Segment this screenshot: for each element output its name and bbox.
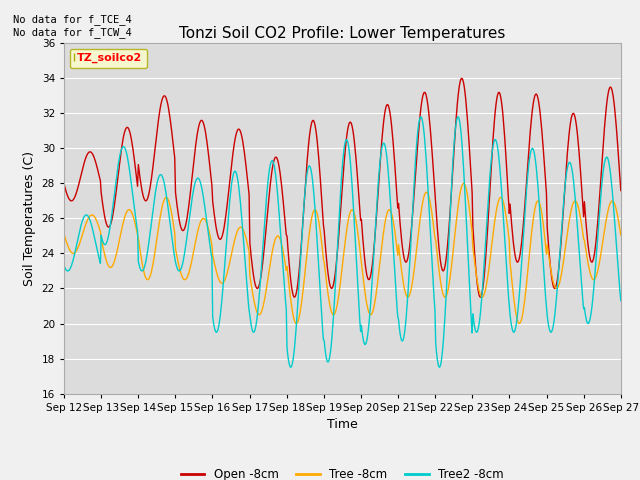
Tree2 -8cm — [70, 253, 78, 259]
Open -8cm — [184, 210, 192, 216]
Open -8cm — [617, 188, 625, 193]
Tree -8cm — [292, 321, 300, 326]
Tree -8cm — [70, 251, 78, 256]
Open -8cm — [291, 294, 299, 300]
Y-axis label: Soil Temperatures (C): Soil Temperatures (C) — [23, 151, 36, 286]
Tree2 -8cm — [184, 227, 192, 232]
Open -8cm — [458, 75, 466, 81]
Tree -8cm — [428, 204, 435, 210]
Line: Tree2 -8cm: Tree2 -8cm — [64, 117, 621, 367]
Tree2 -8cm — [214, 328, 221, 334]
Tree -8cm — [460, 180, 467, 186]
Tree -8cm — [617, 232, 625, 238]
Tree -8cm — [127, 209, 135, 215]
Tree -8cm — [214, 272, 221, 278]
Tree -8cm — [60, 231, 68, 237]
Open -8cm — [127, 136, 135, 142]
Tree2 -8cm — [417, 114, 425, 120]
Open -8cm — [428, 136, 435, 142]
Open -8cm — [60, 181, 68, 187]
Open -8cm — [214, 230, 221, 236]
Open -8cm — [411, 181, 419, 187]
Tree2 -8cm — [617, 298, 625, 303]
Tree2 -8cm — [287, 364, 295, 370]
Tree2 -8cm — [411, 168, 419, 173]
Title: Tonzi Soil CO2 Profile: Lower Temperatures: Tonzi Soil CO2 Profile: Lower Temperatur… — [179, 25, 506, 41]
Tree2 -8cm — [127, 181, 135, 187]
Line: Tree -8cm: Tree -8cm — [64, 183, 621, 324]
Tree -8cm — [411, 262, 419, 268]
Tree2 -8cm — [60, 263, 68, 268]
Legend: Open -8cm, Tree -8cm, Tree2 -8cm: Open -8cm, Tree -8cm, Tree2 -8cm — [176, 463, 509, 480]
Tree2 -8cm — [428, 258, 436, 264]
Line: Open -8cm: Open -8cm — [64, 78, 621, 297]
X-axis label: Time: Time — [327, 418, 358, 431]
Text: No data for f_TCE_4
No data for f_TCW_4: No data for f_TCE_4 No data for f_TCW_4 — [13, 14, 132, 38]
Open -8cm — [70, 196, 78, 202]
Tree -8cm — [184, 273, 192, 278]
